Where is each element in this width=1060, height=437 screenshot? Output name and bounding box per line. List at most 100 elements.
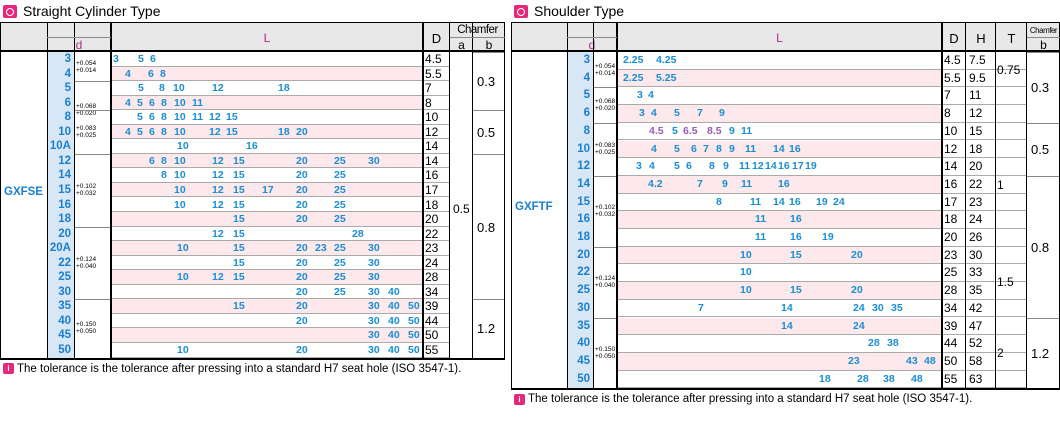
size-d: 35 <box>577 319 590 332</box>
flange-diameter: 23 <box>969 194 983 209</box>
tolerance-upper: +0.124 <box>76 255 97 263</box>
length-value: 5 <box>137 96 143 109</box>
outer-diameter: 50 <box>425 328 439 343</box>
flange-diameter: 9.5 <box>969 70 986 85</box>
length-value: 20 <box>296 183 308 196</box>
length-value: 7 <box>698 301 704 314</box>
outer-diameter: 39 <box>944 318 958 333</box>
length-value: 25 <box>334 285 346 298</box>
length-value: 30 <box>872 301 884 314</box>
outer-diameter: 23 <box>944 247 958 262</box>
length-value: 40 <box>388 285 400 298</box>
row-band <box>617 335 942 353</box>
outer-diameter: 39 <box>425 299 439 314</box>
tolerance-lower: +0.032 <box>595 211 616 219</box>
tolerance-upper: +0.150 <box>595 345 616 353</box>
chamfer-b-value: 0.5 <box>477 125 496 141</box>
info-icon: i <box>514 393 525 405</box>
size-d: 16 <box>58 198 71 211</box>
length-value: 3 <box>639 107 645 120</box>
length-value: 48 <box>911 372 923 385</box>
length-value: 16 <box>246 140 258 153</box>
size-d: 10 <box>58 125 71 138</box>
length-value: 38 <box>883 372 895 385</box>
chamfer-b-value: 1.2 <box>477 321 496 337</box>
tolerance-divider <box>74 81 111 83</box>
row-band <box>111 139 423 154</box>
tolerance-divider <box>593 317 617 319</box>
column-line <box>941 22 943 389</box>
column-line <box>0 22 1 358</box>
flange-diameter: 11 <box>969 88 982 103</box>
length-value: 20 <box>296 344 308 356</box>
tolerance-lower: +0.032 <box>76 190 97 198</box>
length-value: 7 <box>697 107 703 120</box>
flange-diameter: 58 <box>969 353 983 368</box>
outer-diameter: 7 <box>944 88 951 103</box>
tolerance-lower: +0.020 <box>76 110 97 118</box>
outer-diameter: 28 <box>425 270 439 285</box>
length-value: 23 <box>848 354 860 367</box>
length-value: 4 <box>651 107 657 120</box>
tolerance-divider <box>593 175 617 177</box>
length-value: 9 <box>729 124 735 137</box>
column-line <box>110 22 112 358</box>
row-band <box>617 229 942 247</box>
length-value: 5 <box>674 160 680 173</box>
column-line <box>965 22 966 389</box>
length-value: 16 <box>789 142 801 155</box>
header-l: L <box>263 31 271 45</box>
length-value: 30 <box>368 271 380 284</box>
t-value: 1.5 <box>997 275 1014 290</box>
length-value: 23 <box>315 242 327 255</box>
flange-diameter: 47 <box>969 318 983 333</box>
header-h: H <box>976 30 986 46</box>
table-top <box>511 22 1060 23</box>
header-l: L <box>776 31 783 45</box>
table-row <box>567 105 1027 123</box>
row-band <box>111 212 423 227</box>
table-row <box>47 125 450 140</box>
row-band <box>111 81 423 96</box>
tolerance-upper: +0.102 <box>595 204 616 212</box>
tolerance-upper: +0.124 <box>595 275 616 283</box>
size-d: 5 <box>583 89 590 102</box>
flange-diameter: 33 <box>969 265 983 280</box>
length-value: 4 <box>125 67 131 80</box>
length-value: 10 <box>174 198 186 211</box>
row-band <box>617 175 942 194</box>
size-d: 10A <box>49 140 71 153</box>
row-band <box>111 66 423 82</box>
length-value: 20 <box>296 314 308 327</box>
length-value: 11 <box>755 213 767 226</box>
tolerance-upper: +0.083 <box>595 142 616 150</box>
length-value: 20 <box>296 213 308 226</box>
tolerance-divider <box>74 299 111 301</box>
tolerance-upper: +0.083 <box>76 125 97 133</box>
length-value: 15 <box>233 300 245 313</box>
length-value: 4.25 <box>656 54 677 66</box>
table-row <box>47 314 450 329</box>
tolerance-upper: +0.102 <box>76 183 97 191</box>
tolerance-upper: +0.054 <box>76 59 97 67</box>
length-value: 19 <box>816 195 828 208</box>
length-value: 20 <box>296 300 308 313</box>
length-value: 14 <box>781 319 793 332</box>
length-value: 11 <box>741 124 753 137</box>
length-value: 10 <box>174 154 186 167</box>
length-value: 15 <box>233 154 245 167</box>
size-d: 20 <box>58 227 71 240</box>
length-value: 25 <box>334 271 346 284</box>
length-value: 16 <box>789 195 801 208</box>
straight-cylinder-panel: Straight Cylinder Type d L D Chamfer a b 3 3 5 6 4… <box>0 0 505 437</box>
length-value: 9 <box>729 142 735 155</box>
outer-diameter: 5.5 <box>944 70 961 85</box>
flange-diameter: 35 <box>969 283 983 298</box>
length-value: 11 <box>739 160 751 173</box>
table-row <box>47 96 450 111</box>
outer-diameter: 14 <box>944 159 958 174</box>
length-value: 12 <box>212 227 224 240</box>
header-d: d <box>588 38 596 52</box>
header-a: a <box>458 38 465 52</box>
t-value: 1 <box>997 177 1004 192</box>
